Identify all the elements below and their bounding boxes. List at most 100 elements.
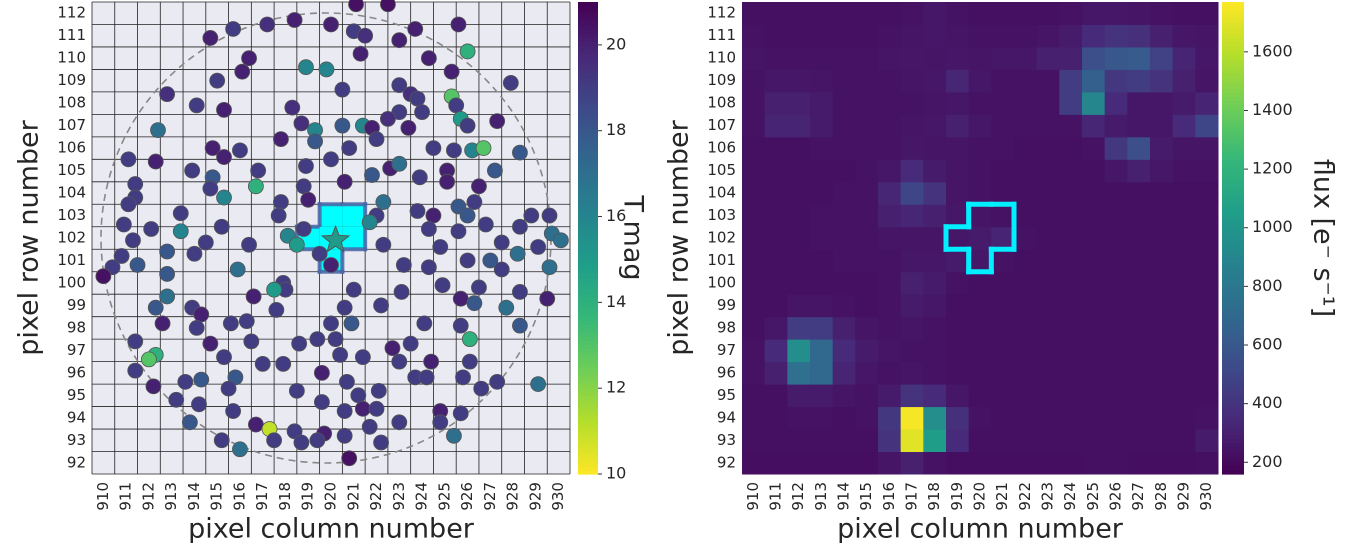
colorbar-slice (1222, 143, 1244, 149)
star-point (373, 434, 389, 451)
colorbar-slice (1222, 33, 1244, 38)
flux-pixel (742, 271, 766, 295)
flux-pixel (923, 226, 947, 250)
star-point (530, 239, 547, 255)
star-point (336, 173, 353, 190)
colorbar-slice (578, 458, 598, 463)
star-point (471, 279, 487, 296)
colorbar-slice (578, 33, 598, 38)
flux-pixel (1036, 204, 1060, 228)
flux-pixel (1104, 91, 1128, 115)
flux-pixel (1172, 159, 1196, 183)
colorbar-slice (1222, 454, 1244, 459)
colorbar-slice (1222, 104, 1244, 109)
star-point (395, 257, 412, 273)
colorbar-tick-label: 1600 (1252, 41, 1293, 60)
flux-pixel (946, 316, 970, 340)
star-point (380, 0, 396, 13)
star-point (113, 248, 130, 264)
flux-pixel (1104, 406, 1128, 430)
colorbar-slice (578, 61, 598, 66)
colorbar-slice (578, 92, 598, 97)
flux-pixel (742, 316, 766, 340)
x-tick-label: 921 (344, 482, 362, 511)
colorbar-slice (578, 462, 598, 467)
star-point (172, 205, 189, 222)
flux-pixel (968, 136, 992, 160)
colorbar-slice (1222, 80, 1244, 86)
flux-pixel (855, 181, 879, 205)
colorbar-slice (1222, 257, 1244, 263)
colorbar-slice (1222, 422, 1244, 428)
colorbar-tick-label: 18 (606, 120, 626, 139)
star-point (461, 331, 478, 348)
flux-pixel (1150, 429, 1174, 453)
star-point (234, 63, 251, 80)
star-point (247, 178, 264, 195)
star-point (466, 295, 483, 312)
colorbar-slice (578, 230, 598, 235)
colorbar-slice (1222, 112, 1244, 117)
colorbar-slice (578, 241, 598, 247)
colorbar-slice (578, 257, 598, 263)
flux-pixel (1059, 226, 1083, 250)
colorbar-slice (578, 289, 598, 294)
y-tick-label: 102 (57, 229, 86, 247)
colorbar-tick-label: 14 (606, 292, 626, 311)
flux-pixel (1195, 46, 1219, 70)
flux-pixel (1195, 339, 1219, 363)
flux-pixel (855, 406, 879, 430)
colorbar-slice (578, 159, 598, 164)
star-point (443, 63, 460, 80)
flux-pixel (810, 249, 834, 273)
flux-pixel (787, 69, 811, 93)
flux-pixel (1082, 406, 1106, 430)
star-point (184, 162, 201, 179)
colorbar-tick-label: 1200 (1252, 159, 1293, 178)
flux-pixel (923, 339, 947, 363)
colorbar-slice (578, 163, 598, 168)
flux-pixel (764, 181, 788, 205)
flux-pixel (1150, 136, 1174, 160)
flux-pixel (1059, 361, 1083, 385)
flux-pixel (878, 114, 902, 138)
star-point (323, 315, 339, 332)
flux-pixel (832, 451, 856, 475)
flux-pixel (1104, 339, 1128, 363)
flux-pixel (1172, 429, 1196, 453)
colorbar-slice (578, 45, 598, 50)
colorbar-slice (1222, 297, 1244, 302)
colorbar-slice (1222, 72, 1244, 78)
flux-pixel (832, 114, 856, 138)
colorbar-slice (1222, 9, 1244, 15)
flux-pixel (900, 136, 924, 160)
flux-pixel (946, 249, 970, 273)
flux-pixel (923, 136, 947, 160)
flux-pixel (1036, 294, 1060, 318)
colorbar-slice (578, 383, 598, 389)
flux-pixel (900, 181, 924, 205)
flux-pixel (855, 271, 879, 295)
y-tick-label: 108 (57, 94, 86, 112)
flux-pixel (1014, 361, 1038, 385)
star-point (159, 86, 176, 103)
colorbar-slice (578, 300, 598, 306)
y-tick-label: 94 (717, 408, 736, 426)
flux-pixel (1014, 406, 1038, 430)
star-point (373, 297, 389, 314)
flux-pixel (1195, 204, 1219, 228)
flux-pixel (1150, 316, 1174, 340)
colorbar-slice (578, 202, 598, 208)
star-point (477, 216, 494, 233)
flux-pixel (1082, 204, 1106, 228)
colorbar-slice (578, 438, 598, 444)
colorbar-slice (578, 391, 598, 396)
y-tick-label: 97 (67, 341, 86, 359)
colorbar-slice (578, 37, 598, 42)
star-point (284, 99, 301, 116)
colorbar-slice (1222, 127, 1244, 133)
star-point (193, 306, 210, 323)
colorbar-slice (1222, 100, 1244, 105)
flux-pixel (968, 159, 992, 183)
flux-pixel (810, 406, 834, 430)
